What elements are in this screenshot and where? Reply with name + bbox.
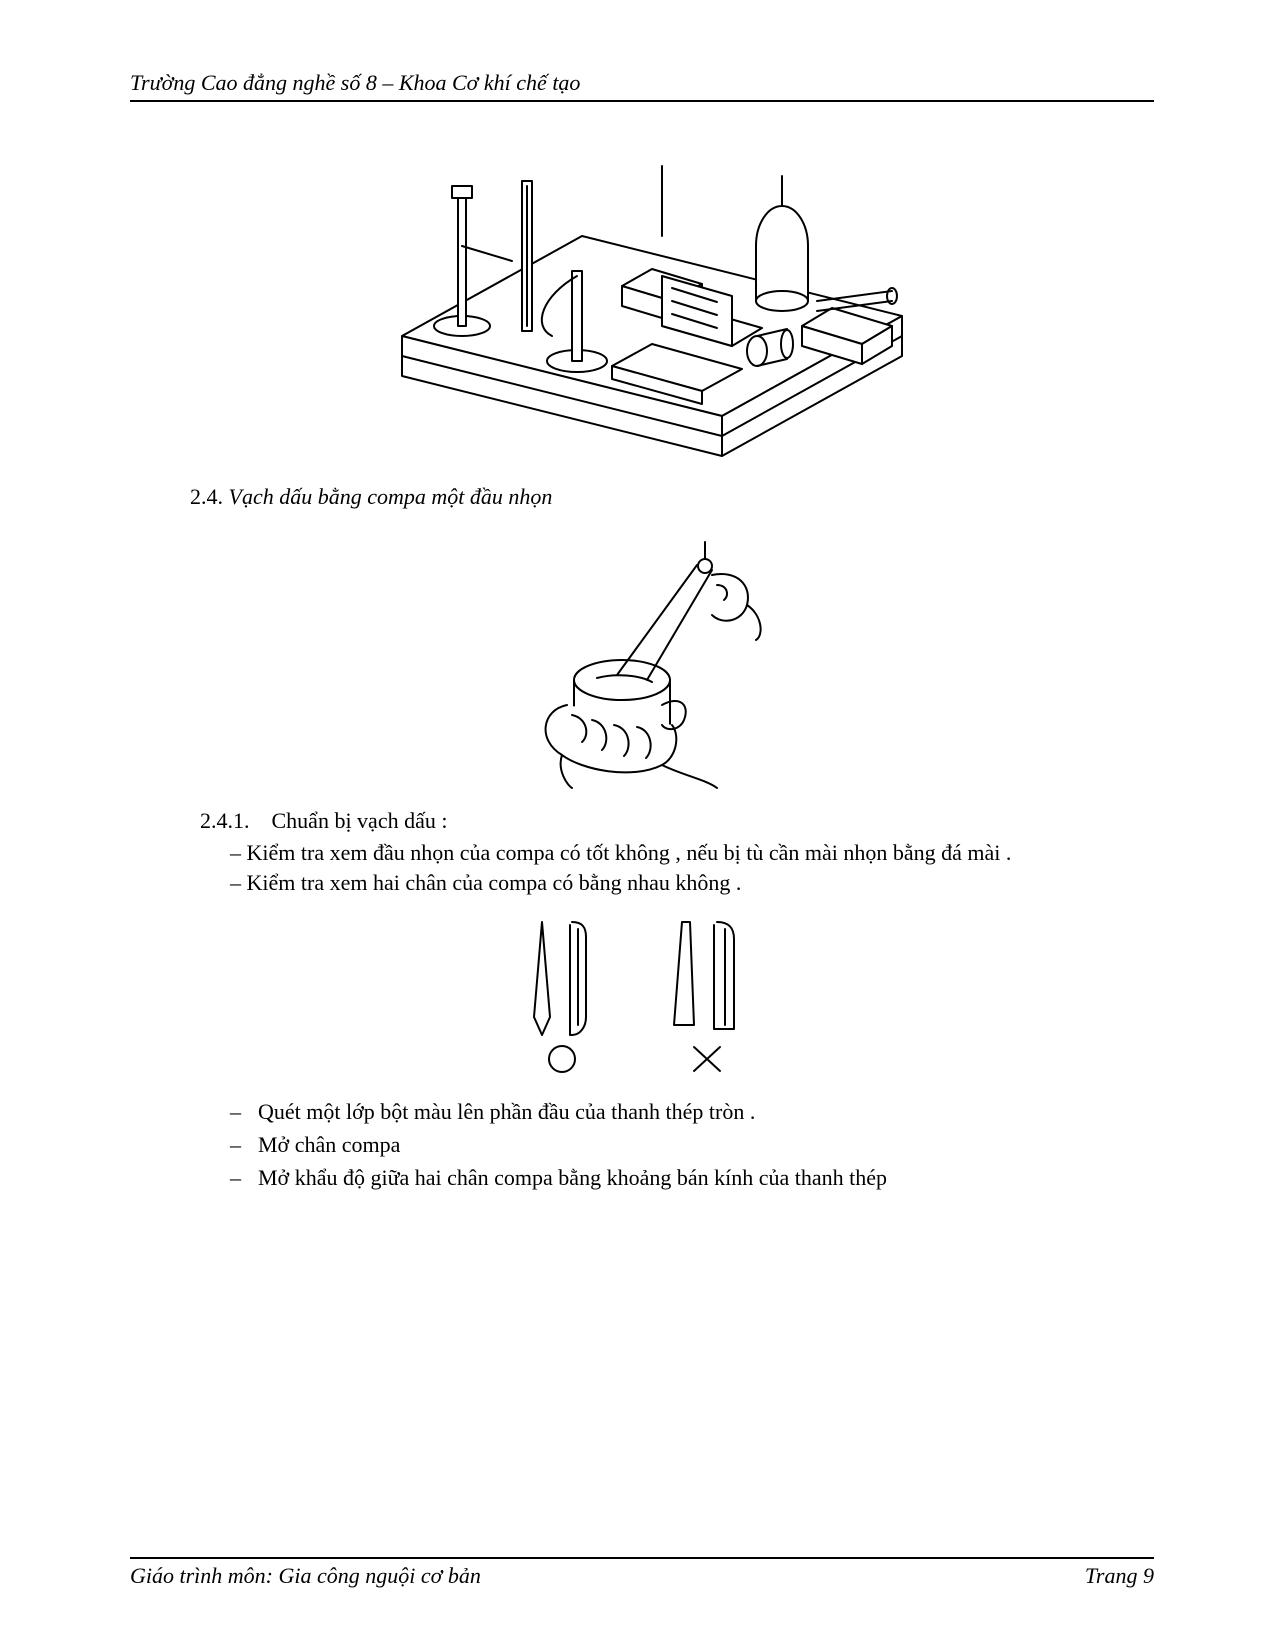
- section-2-4-number: 2.4.: [190, 484, 223, 509]
- bullet-text: Mở chân compa: [258, 1128, 1154, 1161]
- leg-tips-svg: [482, 907, 802, 1077]
- footer-right: Trang 9: [1085, 1563, 1154, 1589]
- figure-leg-tips: [130, 907, 1154, 1077]
- paragraph-check-tip: – Kiểm tra xem đầu nhọn của compa có tốt…: [130, 838, 1154, 868]
- bullet-dash-icon: –: [230, 1095, 258, 1128]
- bullet-list: – Quét một lớp bột màu lên phần đầu của …: [230, 1095, 1154, 1194]
- paragraph-check-legs: – Kiểm tra xem hai chân của compa có bằn…: [230, 868, 1154, 898]
- footer-left: Giáo trình môn: Gia công nguội cơ bản: [130, 1563, 481, 1589]
- bullet-dash-icon: –: [230, 1161, 258, 1194]
- page-footer: Giáo trình môn: Gia công nguội cơ bản Tr…: [130, 1557, 1154, 1589]
- page-header: Trường Cao đẳng nghề số 8 – Khoa Cơ khí …: [130, 70, 1154, 102]
- section-2-4-title: Vạch dấu bằng compa một đầu nhọn: [229, 484, 553, 509]
- bullet-text: Quét một lớp bột màu lên phần đầu của th…: [258, 1095, 1154, 1128]
- header-text: Trường Cao đẳng nghề số 8 – Khoa Cơ khí …: [130, 70, 580, 95]
- list-item: – Mở chân compa: [230, 1128, 1154, 1161]
- bullet-dash-icon: –: [230, 1128, 258, 1161]
- figure-hand-compass: [130, 530, 1154, 790]
- section-2-4-1-title: Chuẩn bị vạch dấu :: [272, 808, 448, 833]
- list-item: – Mở khẩu độ giữa hai chân compa bằng kh…: [230, 1161, 1154, 1194]
- section-2-4-heading: 2.4. Vạch dấu bằng compa một đầu nhọn: [190, 484, 1154, 510]
- marking-table-svg: [362, 126, 922, 466]
- section-2-4-1-number: 2.4.1.: [200, 808, 250, 833]
- list-item: – Quét một lớp bột màu lên phần đầu của …: [230, 1095, 1154, 1128]
- hand-compass-svg: [512, 530, 772, 790]
- section-2-4-1-heading: 2.4.1. Chuẩn bị vạch dấu :: [200, 808, 1154, 834]
- figure-marking-table: [130, 126, 1154, 466]
- bullet-text: Mở khẩu độ giữa hai chân compa bằng khoả…: [258, 1161, 1154, 1194]
